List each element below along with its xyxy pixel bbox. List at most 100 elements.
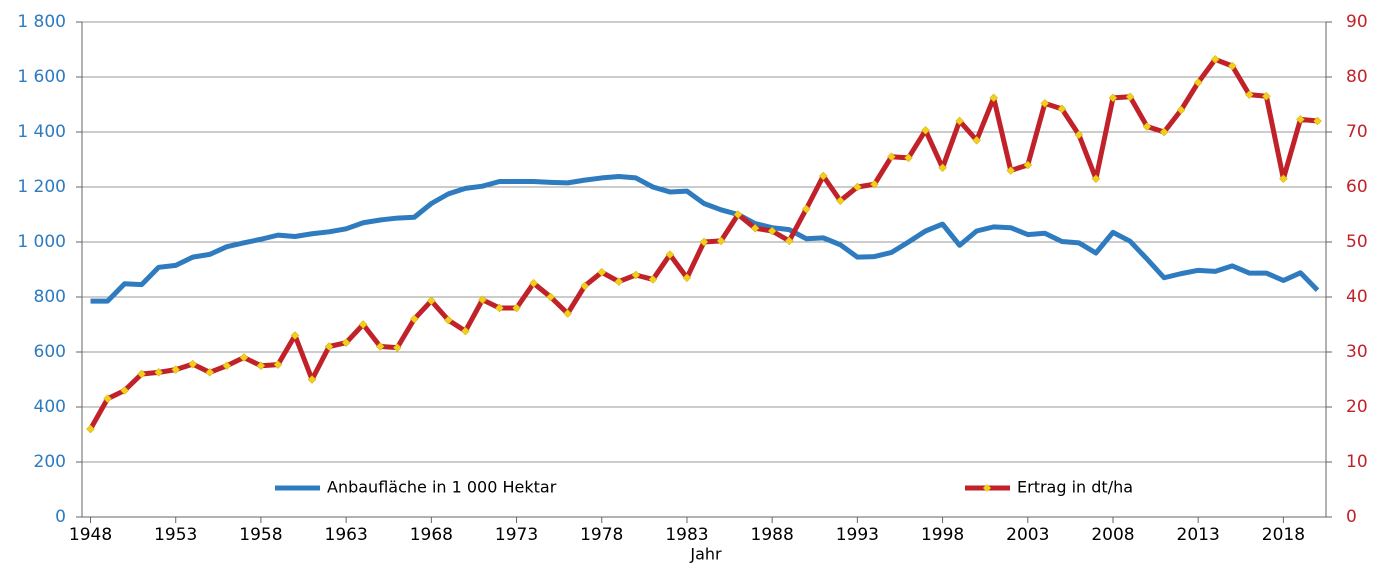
x-tick-label: 1988 <box>751 525 794 545</box>
marker <box>375 342 385 351</box>
marker <box>1244 90 1254 99</box>
marker <box>1040 99 1050 108</box>
marker <box>392 343 402 352</box>
marker <box>682 273 692 283</box>
marker <box>256 361 266 371</box>
marker <box>1023 160 1033 170</box>
x-tick-label: 1948 <box>69 525 112 545</box>
x-tick-label: 2008 <box>1091 525 1134 545</box>
marker <box>699 237 709 247</box>
marker <box>921 125 930 135</box>
marker <box>120 386 129 395</box>
marker <box>341 338 351 348</box>
x-tick-label: 1963 <box>325 525 368 545</box>
marker <box>137 369 146 379</box>
marker <box>1296 114 1305 124</box>
x-tick-label: 1978 <box>580 525 623 545</box>
marker <box>631 270 641 280</box>
marker <box>767 226 777 236</box>
y2-tick-label: 30 <box>1346 342 1368 362</box>
x-tick-label: 1983 <box>665 525 708 545</box>
x-tick-label: 1953 <box>154 525 197 545</box>
y2-tick-label: 50 <box>1346 232 1368 252</box>
marker <box>103 394 112 404</box>
marker <box>1279 174 1288 184</box>
marker <box>614 277 624 286</box>
series-line <box>90 174 1320 304</box>
y-tick-label: 1 800 <box>17 12 66 32</box>
marker <box>938 163 947 173</box>
marker <box>546 292 555 302</box>
y-tick-label: 1 600 <box>17 67 66 87</box>
y2-tick-label: 80 <box>1346 67 1368 87</box>
marker <box>1210 55 1220 64</box>
marker <box>1176 105 1186 115</box>
marker <box>563 309 573 318</box>
y-tick-label: 1 400 <box>17 122 66 142</box>
marker <box>358 320 368 329</box>
marker <box>409 314 419 324</box>
y-tick-label: 1 200 <box>17 177 66 197</box>
legend-marker <box>983 484 991 492</box>
x-tick-label: 2003 <box>1006 525 1049 545</box>
x-tick-label: 1993 <box>836 525 879 545</box>
marker <box>444 315 453 325</box>
y-tick-label: 0 <box>55 507 66 527</box>
x-tick-label: 2013 <box>1177 525 1220 545</box>
marker <box>290 331 300 340</box>
marker <box>205 367 215 377</box>
marker <box>1227 61 1237 71</box>
x-tick-label: 1973 <box>495 525 538 545</box>
marker <box>426 296 436 306</box>
marker <box>1006 166 1016 175</box>
marker <box>716 236 726 246</box>
y2-tick-label: 10 <box>1346 452 1368 472</box>
marker <box>818 171 828 181</box>
y2-tick-label: 40 <box>1346 287 1368 307</box>
marker <box>835 196 845 206</box>
marker <box>801 204 811 214</box>
legend-label: Ertrag in dt/ha <box>1017 478 1133 497</box>
marker <box>495 303 504 313</box>
y-tick-label: 200 <box>34 452 66 472</box>
marker <box>461 326 470 336</box>
marker <box>86 424 95 434</box>
marker <box>1159 127 1169 137</box>
y-tick-label: 1 000 <box>17 232 66 252</box>
y-tick-label: 600 <box>34 342 66 362</box>
marker <box>853 182 862 192</box>
marker <box>989 93 999 103</box>
marker <box>904 153 913 163</box>
marker <box>1125 92 1135 102</box>
marker <box>273 360 283 370</box>
marker <box>478 295 487 305</box>
marker <box>887 152 896 162</box>
marker <box>529 278 538 288</box>
marker <box>870 179 879 189</box>
x-tick-label: 2018 <box>1262 525 1305 545</box>
marker <box>307 375 317 384</box>
marker <box>222 361 232 371</box>
y2-tick-label: 0 <box>1346 507 1357 527</box>
marker <box>154 367 164 377</box>
marker <box>580 281 590 291</box>
x-tick-label: 1958 <box>239 525 282 545</box>
marker <box>1193 78 1203 87</box>
marker <box>512 303 521 313</box>
marker <box>648 275 658 284</box>
y-tick-label: 800 <box>34 287 66 307</box>
marker <box>733 210 743 219</box>
marker <box>972 135 982 145</box>
marker <box>324 342 334 351</box>
marker <box>1074 130 1084 140</box>
x-tick-label: 1968 <box>410 525 453 545</box>
marker <box>1057 104 1067 114</box>
y2-tick-label: 60 <box>1346 177 1368 197</box>
y2-tick-label: 20 <box>1346 397 1368 417</box>
marker <box>171 365 181 374</box>
marker <box>1262 91 1271 101</box>
marker <box>239 353 249 362</box>
marker <box>784 236 794 246</box>
marker <box>665 250 675 260</box>
